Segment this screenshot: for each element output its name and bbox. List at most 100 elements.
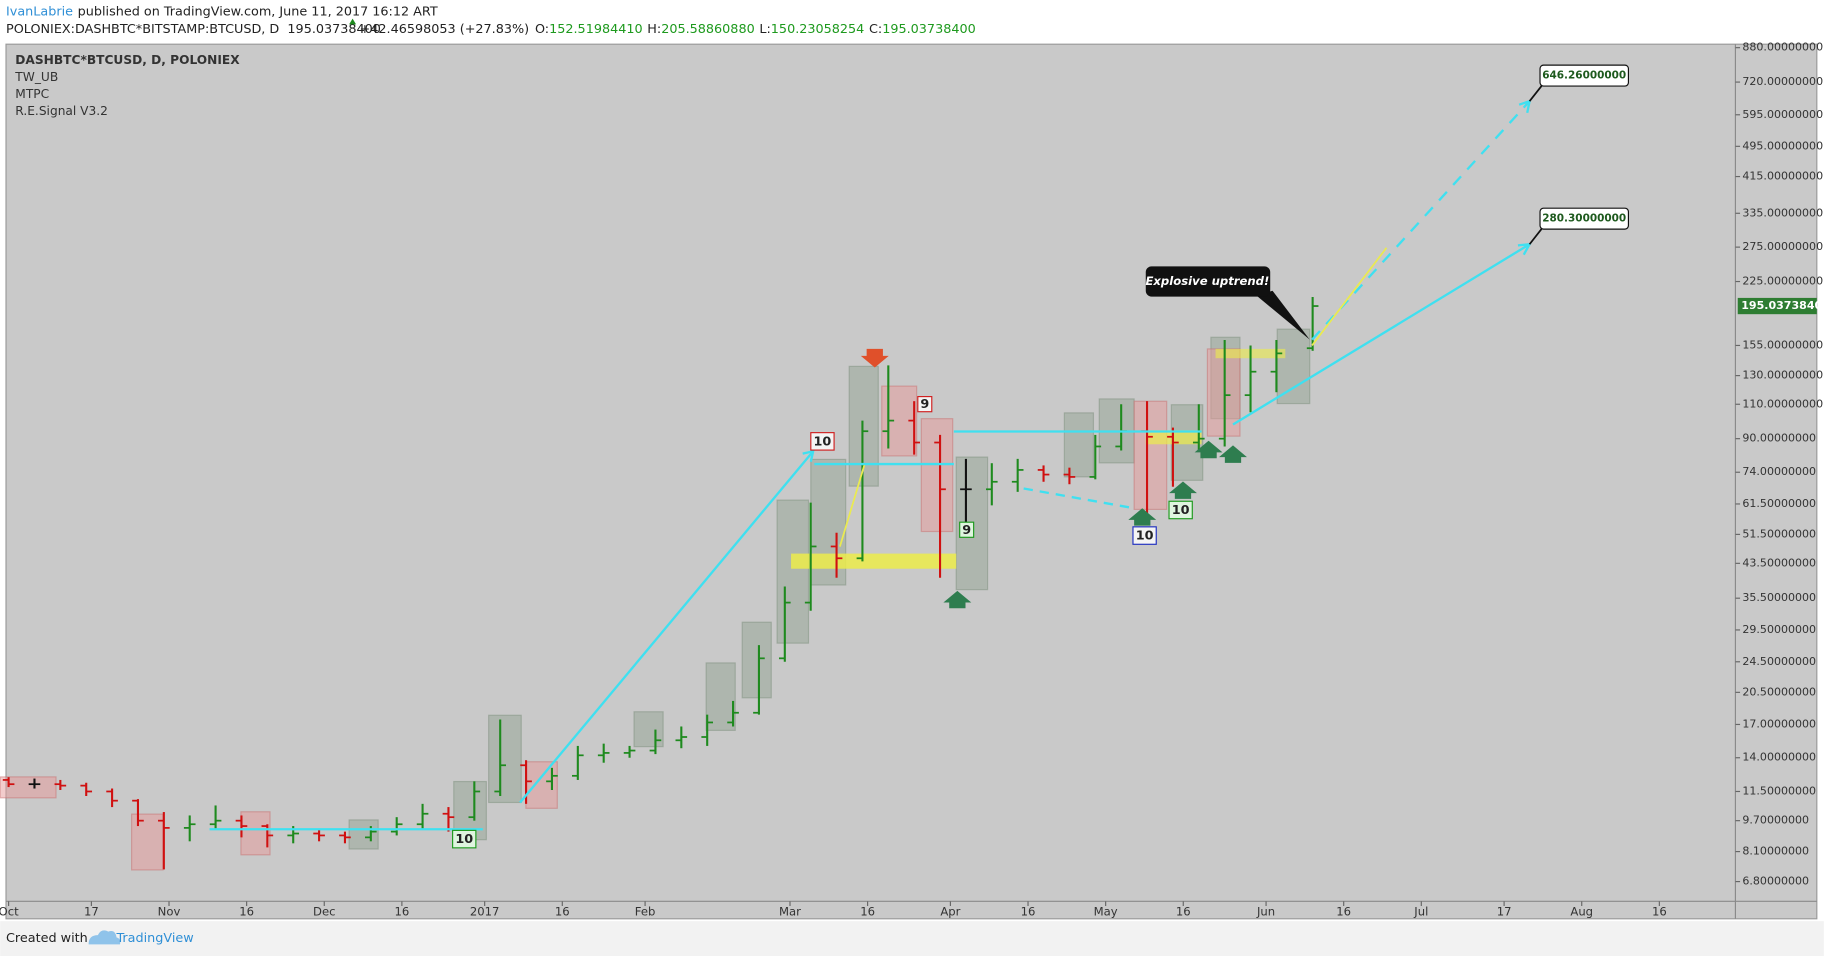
y-tick-label: 35.50000000 xyxy=(1742,591,1816,604)
zone-box xyxy=(776,499,810,644)
y-tick-label: 495.00000000 xyxy=(1742,139,1823,152)
y-tick-label: 880.00000000 xyxy=(1742,41,1823,54)
zone-box xyxy=(348,819,379,850)
change: +42.46598053 (+27.83%) xyxy=(360,22,530,37)
count-box xyxy=(1168,500,1193,520)
x-tick-label: 16 xyxy=(1652,904,1667,918)
y-tick-label: 11.50000000 xyxy=(1742,784,1816,797)
trend-line xyxy=(1232,243,1531,426)
x-tick-label: Jul xyxy=(1413,904,1428,918)
y-tick-label: 225.00000000 xyxy=(1742,275,1823,288)
brand-logo xyxy=(88,930,121,945)
x-tick-label: Oct xyxy=(0,904,19,918)
indicator-legend: DASHBTC*BTCUSD, D, POLONIEX TW_UB MTPC R.E.… xyxy=(14,53,240,118)
x-tick-label: 16 xyxy=(1176,904,1191,918)
up-triangle xyxy=(349,18,357,25)
count-label: 10 xyxy=(814,434,832,449)
callout-pointer xyxy=(1256,290,1310,340)
x-tick-label: 16 xyxy=(394,904,409,918)
zone-box xyxy=(1063,412,1095,478)
zone-box xyxy=(131,813,164,871)
header-ohlc: +42.46598053 (+27.83%) O:152.51984410 H:20… xyxy=(360,22,976,37)
x-tick-label: Mar xyxy=(779,904,801,918)
count-label: 9 xyxy=(920,397,929,412)
high-label: H: xyxy=(647,22,661,37)
y-tick-label: 9.70000000 xyxy=(1742,814,1809,827)
low-value: 150.23058254 xyxy=(771,22,865,37)
zone-box xyxy=(240,811,271,856)
callout-box xyxy=(1145,266,1271,297)
trend-line xyxy=(519,450,815,804)
yellow-line xyxy=(1311,247,1388,346)
y-tick-label: 17.00000000 xyxy=(1742,717,1816,730)
y-tick-label: 415.00000000 xyxy=(1742,170,1823,183)
signal-arrows xyxy=(860,348,1247,609)
x-tick-label: 17 xyxy=(84,904,99,918)
footer-created: Created with xyxy=(6,931,88,946)
zone-box xyxy=(705,662,736,731)
x-tick-label: Nov xyxy=(158,904,181,918)
y-tick-label: 14.00000000 xyxy=(1742,751,1816,764)
last-price-tag xyxy=(1737,297,1817,315)
plot-background xyxy=(5,43,1818,920)
callout-text: Explosive uptrend! xyxy=(1145,274,1269,288)
open-label: O: xyxy=(535,22,549,37)
buy-arrow xyxy=(943,590,972,609)
y-tick-label: 110.00000000 xyxy=(1742,397,1823,410)
y-tick-label: 74.00000000 xyxy=(1742,465,1816,478)
legend-line: TW_UB xyxy=(14,70,58,84)
x-tick-label: 16 xyxy=(555,904,570,918)
target-label: 280.30000000 xyxy=(1542,213,1626,225)
y-tick-label: 130.00000000 xyxy=(1742,369,1823,382)
sell-arrow xyxy=(860,348,889,368)
y-tick-label: 90.00000000 xyxy=(1742,432,1816,445)
zone-box xyxy=(1276,328,1311,405)
count-label: 10 xyxy=(1172,503,1190,518)
drawings xyxy=(209,99,1532,831)
y-tick-label: 51.50000000 xyxy=(1742,527,1816,540)
x-tick-label: 16 xyxy=(1021,904,1036,918)
header-line-2: POLONIEX:DASHBTC*BITSTAMP:BTCUSD, D 195.0… xyxy=(6,22,381,37)
author[interactable]: IvanLabrie xyxy=(6,4,73,19)
yellow-line xyxy=(839,464,866,547)
target-box xyxy=(1539,64,1629,87)
count-box xyxy=(1132,526,1157,545)
y-tick-label: 335.00000000 xyxy=(1742,206,1823,219)
footer-brand[interactable]: TradingView xyxy=(115,931,193,946)
count-label: 10 xyxy=(455,832,473,847)
x-tick-label: Apr xyxy=(940,904,960,918)
y-tick-label: 6.80000000 xyxy=(1742,875,1809,888)
y-tick-label: 8.10000000 xyxy=(1742,845,1809,858)
zone-box xyxy=(488,714,522,804)
legend-line: DASHBTC*BTCUSD, D, POLONIEX xyxy=(15,53,240,67)
count-box xyxy=(810,432,835,451)
yellow-zone xyxy=(791,553,957,569)
count-box xyxy=(917,396,933,413)
target-label: 646.26000000 xyxy=(1542,70,1626,82)
header-price: 195.03738400 xyxy=(287,22,381,37)
y-tick-label: 720.00000000 xyxy=(1742,75,1823,88)
y-tick-label: 24.50000000 xyxy=(1742,655,1816,668)
y-tick-label: 61.50000000 xyxy=(1742,497,1816,510)
close-label: C: xyxy=(869,22,882,37)
zone-box xyxy=(633,711,664,748)
projection-line xyxy=(1023,487,1135,510)
zone-box xyxy=(0,776,57,799)
close-value: 195.03738400 xyxy=(882,22,976,37)
y-tick-label: 43.50000000 xyxy=(1742,556,1816,569)
x-tick-label: 16 xyxy=(239,904,254,918)
x-tick-label: 16 xyxy=(860,904,875,918)
zone-box xyxy=(741,621,772,699)
y-tick-label: 275.00000000 xyxy=(1742,240,1823,253)
y-tick-label: 20.50000000 xyxy=(1742,685,1816,698)
header-line-1: IvanLabrie published on TradingView.com, … xyxy=(6,4,438,19)
zone-box xyxy=(920,418,954,533)
x-tick-label: 2017 xyxy=(470,904,500,918)
x-tick-label: Dec xyxy=(313,904,336,918)
legend-line: MTPC xyxy=(15,87,49,101)
target-box xyxy=(1539,207,1629,230)
target-pointer xyxy=(1528,84,1544,102)
buy-arrow xyxy=(1128,508,1157,526)
x-tick-label: Jun xyxy=(1256,904,1275,918)
zone-box xyxy=(1133,400,1168,510)
